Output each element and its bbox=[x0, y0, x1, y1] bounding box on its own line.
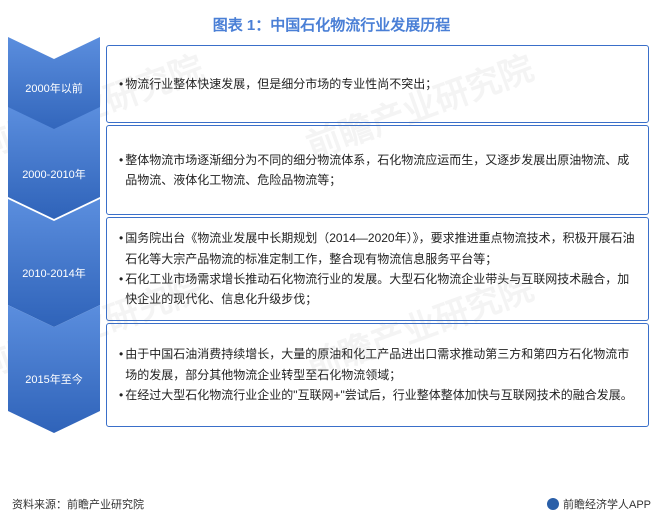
timeline-row: 2015年至今 由于中国石油消费持续增长，大量的原油和化工产品进出口需求推动第三方… bbox=[8, 323, 649, 427]
timeline-row: 2010-2014年 国务院出台《物流业发展中长期规划（2014—2020年）》，… bbox=[8, 217, 649, 321]
bullet-text: 石化工业市场需求增长推动石化物流行业的发展。大型石化物流企业带头与互联网技术融合… bbox=[119, 269, 638, 310]
timeline-row: 2000年以前 物流行业整体快速发展，但是细分市场的专业性尚不突出； bbox=[8, 45, 649, 123]
period-label: 2010-2014年 bbox=[8, 265, 100, 281]
source-footer: 资料来源：前瞻产业研究院 bbox=[12, 496, 144, 512]
stage-content: 整体物流市场逐渐细分为不同的细分物流体系，石化物流应运而生，又逐步发展出原油物流… bbox=[106, 125, 649, 215]
bullet-text: 整体物流市场逐渐细分为不同的细分物流体系，石化物流应运而生，又逐步发展出原油物流… bbox=[119, 150, 638, 191]
period-chevron: 2015年至今 bbox=[8, 323, 100, 427]
period-label: 2000年以前 bbox=[8, 80, 100, 96]
logo-icon bbox=[547, 498, 559, 510]
stage-content: 国务院出台《物流业发展中长期规划（2014—2020年）》，要求推进重点物流技术… bbox=[106, 217, 649, 321]
bullet-text: 物流行业整体快速发展，但是细分市场的专业性尚不突出； bbox=[119, 74, 638, 94]
period-label: 2000-2010年 bbox=[8, 166, 100, 182]
timeline-rows: 2000年以前 物流行业整体快速发展，但是细分市场的专业性尚不突出； 2000-20… bbox=[0, 45, 663, 427]
period-label: 2015年至今 bbox=[8, 371, 100, 387]
timeline-row: 2000-2010年 整体物流市场逐渐细分为不同的细分物流体系，石化物流应运而生，… bbox=[8, 125, 649, 215]
bullet-text: 在经过大型石化物流行业企业的"互联网+"尝试后，行业整体整体加快与互联网技术的融… bbox=[119, 385, 638, 405]
stage-content: 由于中国石油消费持续增长，大量的原油和化工产品进出口需求推动第三方和第四方石化物… bbox=[106, 323, 649, 427]
app-footer: 前瞻经济学人APP bbox=[547, 496, 651, 512]
bullet-text: 国务院出台《物流业发展中长期规划（2014—2020年）》，要求推进重点物流技术… bbox=[119, 228, 638, 269]
bullet-text: 由于中国石油消费持续增长，大量的原油和化工产品进出口需求推动第三方和第四方石化物… bbox=[119, 344, 638, 385]
stage-content: 物流行业整体快速发展，但是细分市场的专业性尚不突出； bbox=[106, 45, 649, 123]
app-label: 前瞻经济学人APP bbox=[563, 496, 651, 512]
